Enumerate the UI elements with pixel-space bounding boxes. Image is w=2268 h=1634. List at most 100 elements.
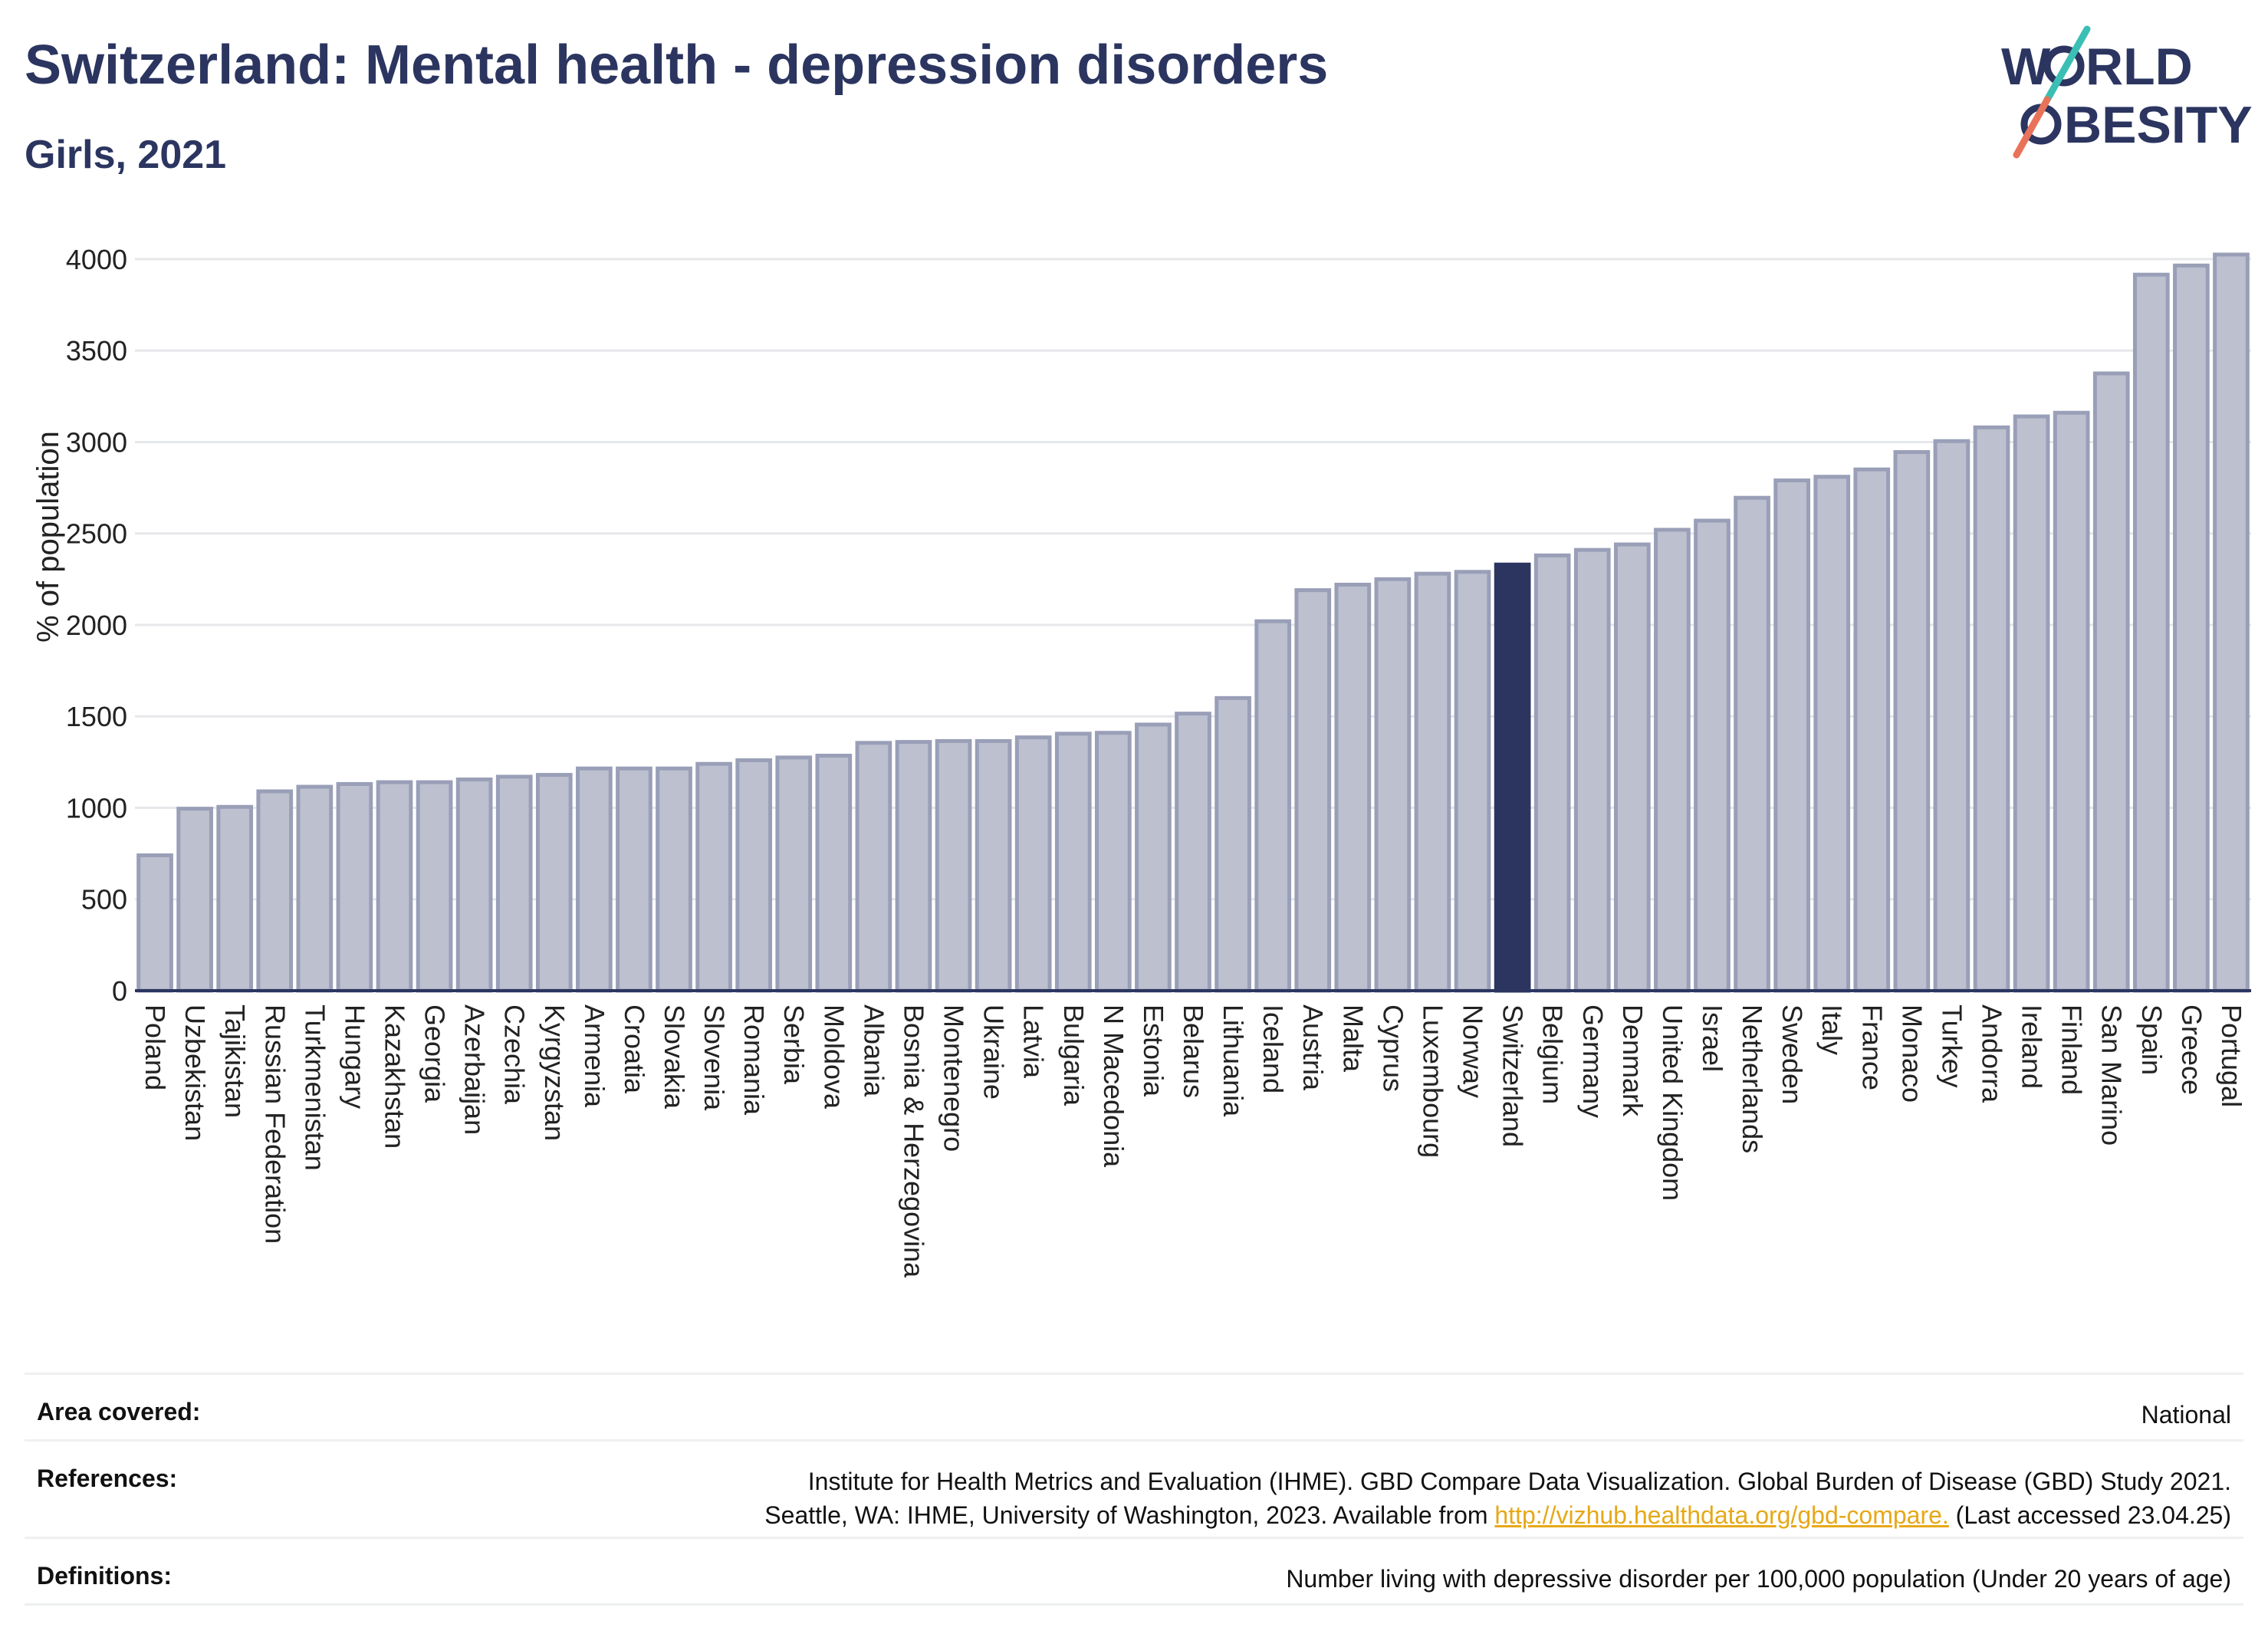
- x-tick-label: Belgium: [1537, 1004, 1569, 1104]
- x-tick-label: Germany: [1577, 1004, 1609, 1118]
- references-link[interactable]: http://vizhub.healthdata.org/gbd-compare…: [1494, 1501, 1949, 1529]
- bar-malta: [1334, 582, 1372, 993]
- x-tick-label: Ukraine: [978, 1004, 1010, 1100]
- info-row-area: Area covered: National: [25, 1373, 2243, 1439]
- x-tick-label: Lithuania: [1218, 1004, 1249, 1117]
- chart-title: Switzerland: Mental health - depression …: [25, 35, 1329, 96]
- bar-belarus: [1175, 712, 1211, 993]
- bar-kyrgyzstan: [535, 773, 573, 993]
- bar-slovenia: [695, 761, 732, 993]
- x-tick-label: Tajikistan: [219, 1004, 251, 1118]
- references-line2-post: (Last accessed 23.04.25): [1955, 1501, 2231, 1529]
- x-tick-label: Poland: [140, 1004, 171, 1090]
- x-tick-label: Serbia: [778, 1004, 810, 1085]
- info-row-definitions: Definitions: Number living with depressi…: [25, 1537, 2243, 1606]
- bar-san-marino: [2092, 371, 2130, 993]
- x-tick-label: Belarus: [1178, 1004, 1209, 1098]
- bar-ireland: [2013, 414, 2050, 993]
- references-line1: Institute for Health Metrics and Evaluat…: [807, 1468, 2231, 1495]
- x-tick-label: Uzbekistan: [179, 1004, 211, 1141]
- x-tick-label: Norway: [1458, 1004, 1489, 1098]
- bar-poland: [136, 853, 173, 993]
- bar-cyprus: [1374, 577, 1412, 993]
- references-value: Institute for Health Metrics and Evaluat…: [764, 1465, 2231, 1532]
- y-tick-label: 0: [112, 975, 127, 1007]
- x-tick-label: Ireland: [2017, 1004, 2048, 1089]
- x-tick-label: Estonia: [1138, 1004, 1169, 1097]
- bar-uzbekistan: [176, 807, 213, 993]
- x-tick-label: Andorra: [1977, 1004, 2008, 1103]
- x-tick-label: Portugal: [2216, 1004, 2247, 1107]
- x-tick-label: Turkey: [1936, 1004, 1967, 1088]
- x-tick-label: N Macedonia: [1098, 1004, 1129, 1168]
- x-tick-label: Moldova: [818, 1004, 850, 1110]
- bar-portugal: [2213, 252, 2250, 993]
- bar-switzerland: [1494, 562, 1531, 993]
- bar-finland: [2053, 410, 2090, 993]
- bar-ukraine: [975, 738, 1012, 993]
- bar-denmark: [1613, 542, 1651, 993]
- x-tick-label: Latvia: [1018, 1004, 1050, 1079]
- logo-besity: BESITY: [2064, 96, 2253, 154]
- x-tick-label: Italy: [1816, 1004, 1848, 1055]
- x-tick-label: Monaco: [1896, 1004, 1928, 1103]
- x-tick-label: Russian Federation: [259, 1004, 291, 1244]
- bar-kazakhstan: [376, 780, 413, 993]
- area-label: Area covered:: [37, 1398, 201, 1425]
- bar-estonia: [1135, 722, 1172, 993]
- bar-czechia: [495, 774, 533, 993]
- y-axis-label: % of population: [31, 431, 65, 643]
- info-row-references: References: Institute for Health Metrics…: [25, 1439, 2243, 1537]
- bar-chart: 0 500 1000 1500 2000 2500 3000 3500 4000 Poland U…: [31, 244, 2251, 1278]
- bar-bosnia-herzegovina: [895, 740, 932, 993]
- bar-norway: [1454, 570, 1491, 993]
- y-tick-label: 4000: [66, 244, 127, 275]
- bar-luxembourg: [1414, 571, 1451, 993]
- bar-georgia: [416, 780, 453, 993]
- bar-tajikistan: [216, 804, 254, 993]
- y-tick-label: 2000: [66, 610, 127, 641]
- x-tick-label: Luxembourg: [1417, 1004, 1448, 1158]
- bar-sweden: [1773, 478, 1810, 993]
- logo-rld: RLD: [2086, 38, 2193, 96]
- y-tick-label: 3500: [66, 335, 127, 367]
- bar-turkey: [1933, 439, 1971, 993]
- x-axis: Poland Uzbekistan Tajikistan Russian Federa…: [140, 1004, 2247, 1278]
- x-tick-label: Greece: [2176, 1004, 2207, 1095]
- bar-hungary: [336, 781, 373, 993]
- x-tick-label: Kyrgyzstan: [539, 1004, 570, 1141]
- x-tick-label: Cyprus: [1377, 1004, 1408, 1092]
- bar-serbia: [775, 755, 813, 993]
- bar-france: [1853, 467, 1891, 993]
- x-tick-label: Hungary: [339, 1004, 370, 1109]
- x-tick-label: Austria: [1297, 1004, 1329, 1091]
- definitions-value: Number living with depressive disorder p…: [1286, 1565, 2231, 1593]
- bar-romania: [735, 758, 773, 993]
- x-tick-label: Netherlands: [1737, 1004, 1768, 1153]
- x-tick-label: Switzerland: [1497, 1004, 1529, 1147]
- info-table: Area covered: National References: Insti…: [25, 1373, 2243, 1606]
- bar-netherlands: [1734, 495, 1770, 993]
- x-tick-label: United Kingdom: [1657, 1004, 1688, 1201]
- x-tick-label: Finland: [2056, 1004, 2088, 1095]
- bars: [136, 252, 2250, 993]
- area-value: National: [2141, 1401, 2231, 1429]
- x-tick-label: Bosnia & Herzegovina: [898, 1004, 929, 1278]
- bar-andorra: [1973, 425, 2010, 993]
- x-tick-label: Georgia: [419, 1004, 451, 1103]
- x-tick-label: Albania: [858, 1004, 889, 1097]
- x-tick-label: Turkmenistan: [299, 1004, 330, 1171]
- x-tick-label: Slovakia: [659, 1004, 690, 1110]
- bar-latvia: [1014, 735, 1052, 993]
- references-label: References:: [37, 1465, 178, 1492]
- x-tick-label: Spain: [2136, 1004, 2168, 1075]
- bar-bulgaria: [1054, 732, 1092, 993]
- bar-germany: [1573, 547, 1611, 993]
- x-tick-label: Croatia: [619, 1004, 650, 1094]
- bar-croatia: [616, 766, 652, 993]
- bar-lithuania: [1215, 695, 1251, 993]
- bar-moldova: [815, 754, 853, 993]
- y-axis: 0 500 1000 1500 2000 2500 3000 3500 4000: [66, 244, 2251, 1007]
- bar-russian-federation: [256, 789, 294, 993]
- bar-azerbaijan: [455, 778, 493, 993]
